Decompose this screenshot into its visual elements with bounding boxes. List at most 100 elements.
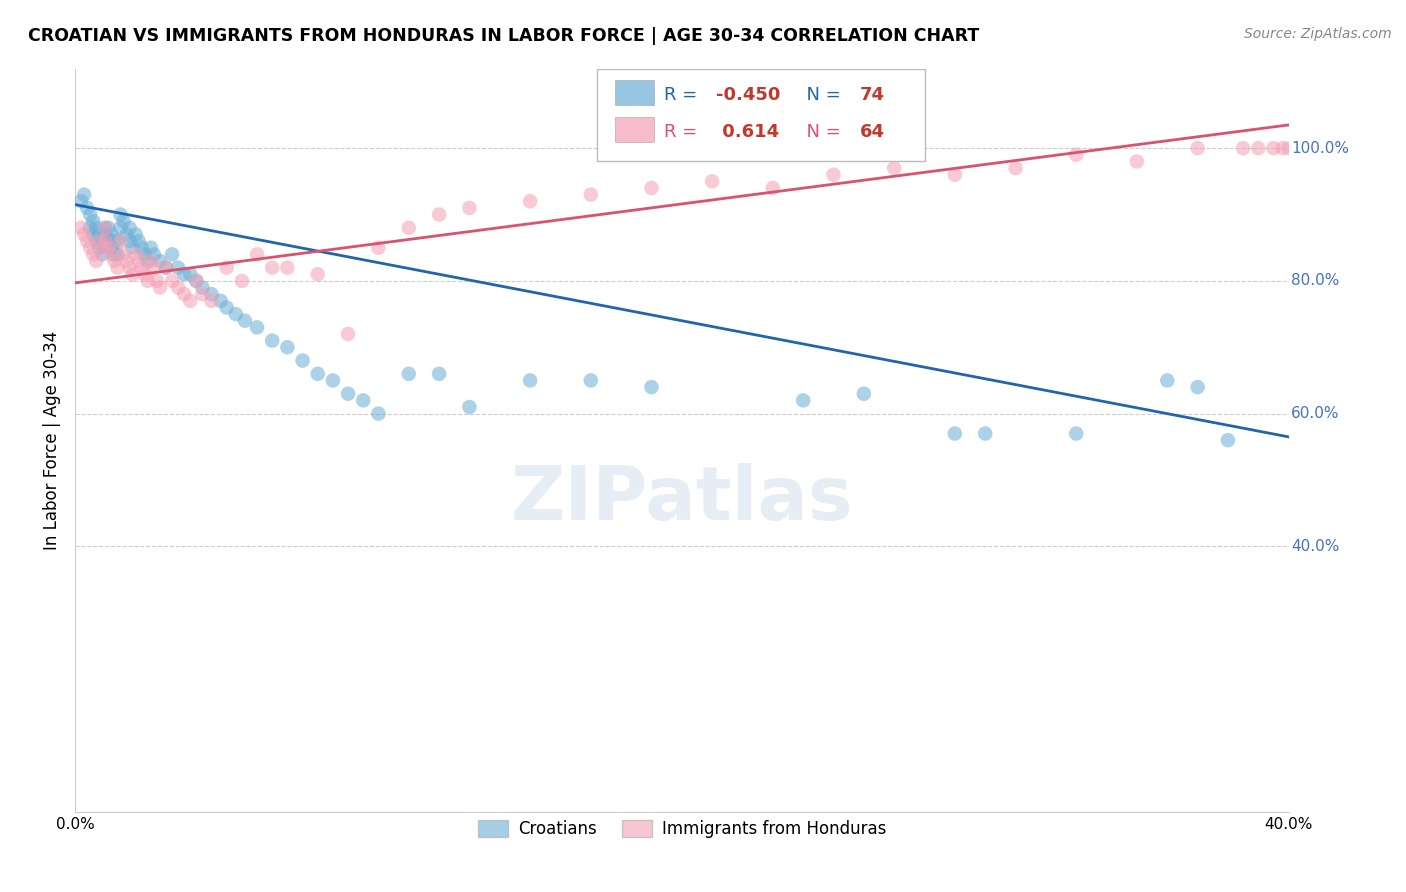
Point — [640, 181, 662, 195]
Point — [167, 260, 190, 275]
Text: 80.0%: 80.0% — [1291, 274, 1340, 288]
Point — [100, 247, 122, 261]
Point — [215, 260, 238, 275]
Point — [398, 367, 420, 381]
Point — [179, 293, 201, 308]
Point — [115, 227, 138, 242]
Point — [943, 168, 966, 182]
Point — [131, 241, 153, 255]
Point — [762, 181, 785, 195]
FancyBboxPatch shape — [614, 117, 654, 142]
Point — [91, 234, 114, 248]
Point — [160, 274, 183, 288]
Point — [134, 247, 156, 261]
Point — [91, 241, 114, 255]
Point — [146, 274, 169, 288]
Point — [73, 187, 96, 202]
Point — [337, 386, 360, 401]
Point — [118, 234, 141, 248]
Point — [84, 220, 107, 235]
Y-axis label: In Labor Force | Age 30-34: In Labor Force | Age 30-34 — [44, 331, 60, 549]
Point — [82, 247, 104, 261]
Point — [322, 374, 344, 388]
Point — [112, 214, 135, 228]
Point — [160, 247, 183, 261]
Point — [215, 301, 238, 315]
Point — [139, 254, 162, 268]
Point — [110, 220, 132, 235]
Point — [73, 227, 96, 242]
Point — [307, 367, 329, 381]
Point — [97, 220, 120, 235]
Point — [1004, 161, 1026, 175]
Legend: Croatians, Immigrants from Honduras: Croatians, Immigrants from Honduras — [471, 813, 893, 845]
Point — [367, 241, 389, 255]
Point — [125, 227, 148, 242]
Text: N =: N = — [794, 86, 846, 103]
Point — [1232, 141, 1254, 155]
Point — [179, 267, 201, 281]
Point — [1187, 380, 1209, 394]
Point — [852, 386, 875, 401]
Point — [118, 260, 141, 275]
Point — [579, 374, 602, 388]
Point — [233, 314, 256, 328]
Text: 100.0%: 100.0% — [1291, 141, 1350, 156]
Point — [307, 267, 329, 281]
Point — [246, 247, 269, 261]
Point — [1263, 141, 1285, 155]
Text: 74: 74 — [860, 86, 886, 103]
Point — [76, 201, 98, 215]
Point — [262, 260, 284, 275]
Point — [84, 234, 107, 248]
Point — [792, 393, 814, 408]
Point — [1187, 141, 1209, 155]
Point — [974, 426, 997, 441]
Point — [94, 234, 117, 248]
Point — [103, 247, 125, 261]
Point — [79, 208, 101, 222]
Point — [91, 247, 114, 261]
Point — [76, 234, 98, 248]
Point — [89, 227, 111, 242]
Point — [352, 393, 374, 408]
Point — [131, 260, 153, 275]
Point — [191, 287, 214, 301]
Point — [149, 280, 172, 294]
FancyBboxPatch shape — [598, 69, 925, 161]
Point — [103, 234, 125, 248]
Point — [519, 374, 541, 388]
Point — [79, 241, 101, 255]
Point — [107, 234, 129, 248]
Point — [519, 194, 541, 209]
Point — [79, 220, 101, 235]
Point — [173, 267, 195, 281]
Point — [1278, 141, 1301, 155]
Point — [427, 208, 450, 222]
Point — [142, 247, 165, 261]
Text: 0.614: 0.614 — [716, 123, 779, 141]
Point — [112, 247, 135, 261]
Text: 40.0%: 40.0% — [1291, 539, 1340, 554]
Text: -0.450: -0.450 — [716, 86, 780, 103]
Point — [121, 267, 143, 281]
Point — [110, 234, 132, 248]
Point — [128, 254, 150, 268]
Text: CROATIAN VS IMMIGRANTS FROM HONDURAS IN LABOR FORCE | AGE 30-34 CORRELATION CHAR: CROATIAN VS IMMIGRANTS FROM HONDURAS IN … — [28, 27, 980, 45]
Point — [136, 254, 159, 268]
Point — [134, 267, 156, 281]
Point — [883, 161, 905, 175]
Point — [155, 260, 177, 275]
Point — [367, 407, 389, 421]
Point — [155, 260, 177, 275]
Text: N =: N = — [794, 123, 846, 141]
Point — [128, 234, 150, 248]
Point — [276, 260, 298, 275]
Point — [1271, 141, 1294, 155]
Point — [640, 380, 662, 394]
Point — [139, 241, 162, 255]
FancyBboxPatch shape — [614, 79, 654, 105]
Point — [94, 234, 117, 248]
Point — [97, 241, 120, 255]
Text: Source: ZipAtlas.com: Source: ZipAtlas.com — [1244, 27, 1392, 41]
